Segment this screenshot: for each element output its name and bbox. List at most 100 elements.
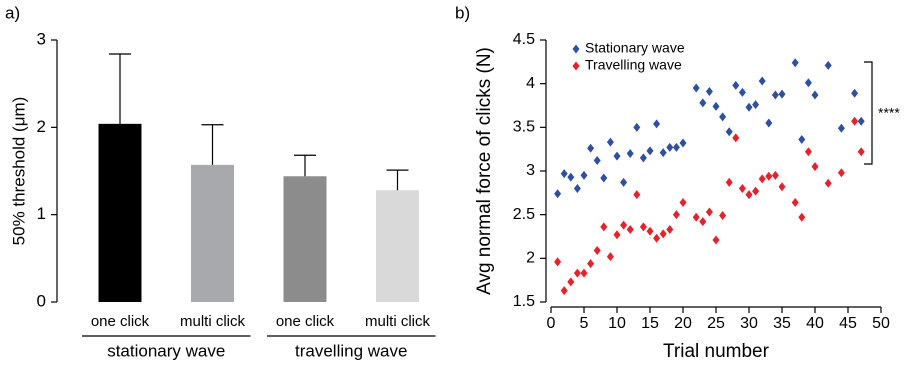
y-tick-label: 3 [526,162,535,179]
point [567,277,575,287]
y-tick-label: 0 [37,291,46,310]
y-axis-title: Avg normal force of clicks (N) [474,47,495,295]
error-bar [109,53,131,124]
point [679,138,687,148]
point [620,177,628,187]
x-tick-label: 35 [773,315,791,332]
point [633,190,641,200]
error-bar [294,154,316,177]
point [778,182,786,192]
x-tick-label: 25 [707,315,725,332]
point [580,170,588,180]
point [857,147,865,157]
bar [98,123,142,302]
y-tick-label: 3 [37,29,46,48]
point [606,252,614,262]
point [613,230,621,240]
point [573,183,581,193]
point [778,89,786,99]
legend-marker [572,44,580,54]
group-label: travelling wave [295,341,407,360]
point [791,58,799,68]
point [699,98,707,108]
point [573,268,581,278]
point [752,186,760,196]
point [758,76,766,86]
x-tick-label: 10 [608,315,626,332]
x-axis-title: Trial number [663,341,770,362]
point [659,148,667,158]
point [613,151,621,161]
point [554,189,562,199]
bar [376,190,419,302]
panel-label: b) [455,3,470,22]
legend-label: Stationary wave [585,40,685,56]
point [560,286,568,296]
point [745,190,753,200]
point [626,149,634,159]
point [732,133,740,143]
y-tick-label: 4 [526,75,535,92]
point [666,225,674,235]
point [653,119,661,129]
point [633,122,641,132]
point [725,177,733,187]
bar [191,164,234,302]
point [811,162,819,172]
point [745,102,753,112]
point [719,112,727,122]
point [791,197,799,207]
annotation: **** [878,105,900,121]
point [560,169,568,179]
point [725,127,733,137]
point [758,174,766,184]
point [587,259,595,269]
point [752,100,760,110]
point [666,142,674,152]
point [672,210,680,220]
point [851,88,859,98]
point [705,207,713,217]
x-tick-label: multi click [365,313,431,330]
point [567,172,575,182]
group-label: stationary wave [107,341,225,360]
point [699,217,707,227]
point [593,245,601,255]
x-tick-label: one click [276,313,335,330]
point [804,78,812,88]
point [593,156,601,166]
panel-label: a) [5,3,20,22]
y-tick-label: 2.5 [513,206,535,223]
x-tick-label: 45 [839,315,857,332]
point [771,170,779,180]
error-bar [201,124,224,165]
point [738,183,746,193]
x-tick-label: 15 [641,315,659,332]
y-tick-label: 1.5 [513,293,535,310]
point [600,173,608,183]
point [646,146,654,156]
point [837,168,845,178]
point [639,153,647,163]
point [587,143,595,153]
x-tick-label: 20 [674,315,692,332]
legend-marker [572,61,580,71]
x-tick-label: 40 [806,315,824,332]
point [851,116,859,126]
point [672,142,680,152]
point [798,135,806,145]
point [705,87,713,97]
x-tick-label: multi click [180,313,246,330]
point [646,226,654,236]
point [732,80,740,90]
point [653,233,661,243]
point [857,116,865,126]
y-tick-label: 1 [37,204,46,223]
point [600,222,608,232]
y-axis-title: 50% threshold (μm) [9,97,28,246]
y-tick-label: 2 [526,250,535,267]
bar [283,176,327,302]
error-bar [386,169,409,191]
point [804,147,812,157]
